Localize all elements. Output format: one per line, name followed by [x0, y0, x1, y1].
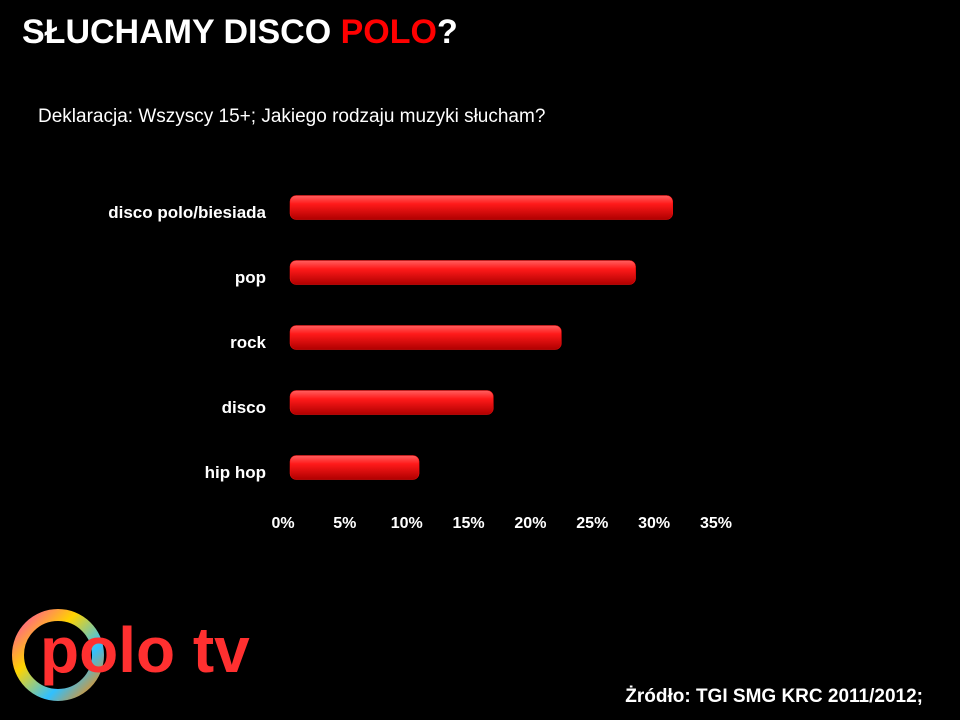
subtitle: Deklaracja: Wszyscy 15+; Jakiego rodzaju…	[38, 106, 545, 127]
title-part: POLO	[341, 13, 437, 51]
bar	[289, 325, 562, 350]
bar	[289, 390, 494, 415]
y-tick-label: disco	[222, 398, 266, 417]
chart: 0% 5% 10% 15% 20% 25% 30% 35% disco polo/biesiad…	[108, 195, 732, 532]
slide-title: SŁUCHAMY DISCO POLO?	[22, 13, 458, 51]
x-tick-label: 30%	[638, 515, 670, 532]
x-tick-label: 25%	[576, 515, 608, 532]
title-part: SŁUCHAMY DISCO	[22, 13, 341, 51]
bar	[289, 195, 673, 220]
bar	[289, 455, 420, 480]
x-tick-label: 35%	[700, 515, 732, 532]
y-tick-label: rock	[230, 333, 266, 352]
x-tick-label: 20%	[514, 515, 546, 532]
x-tick-label: 10%	[391, 515, 423, 532]
x-tick-label: 0%	[271, 515, 294, 532]
y-tick-label: disco polo/biesiada	[108, 203, 266, 222]
bar	[289, 260, 636, 285]
title-part: ?	[437, 13, 458, 51]
logo-text: polo tv	[40, 614, 250, 686]
y-tick-label: pop	[235, 268, 266, 287]
y-tick-label: hip hop	[205, 463, 266, 482]
logo-ring	[12, 609, 104, 701]
x-tick-label: 5%	[333, 515, 356, 532]
logo: polo tv	[12, 609, 250, 701]
source: Żródło: TGI SMG KRC 2011/2012;	[625, 686, 923, 707]
x-tick-label: 15%	[453, 515, 485, 532]
